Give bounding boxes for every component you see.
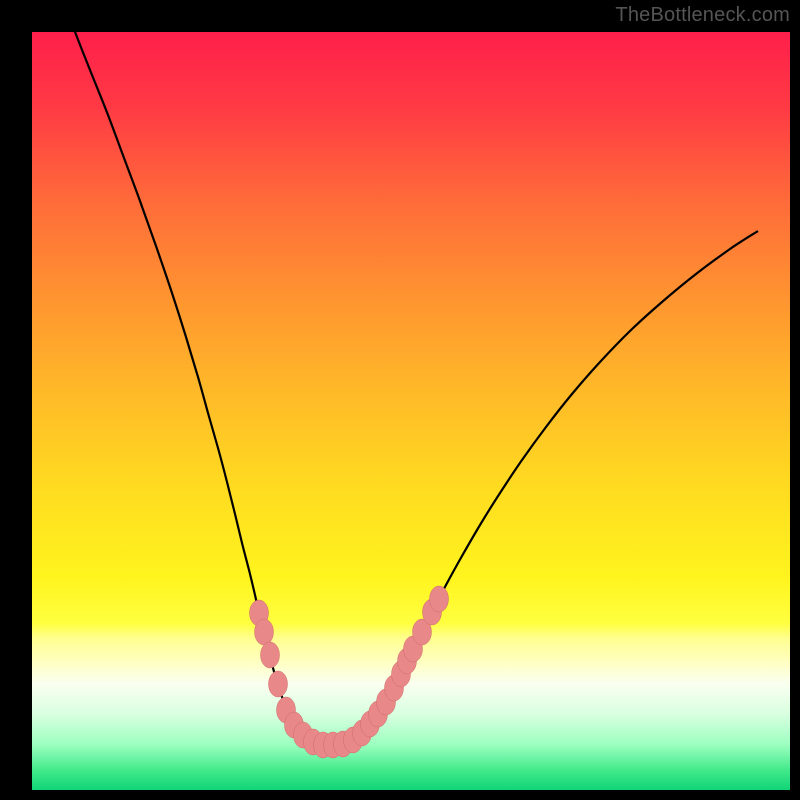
chart-frame: TheBottleneck.com bbox=[0, 0, 800, 800]
data-dot bbox=[261, 642, 280, 668]
data-dot bbox=[255, 619, 274, 645]
data-dot bbox=[430, 586, 449, 612]
watermark-text: TheBottleneck.com bbox=[615, 4, 790, 27]
plot-background bbox=[32, 32, 790, 790]
chart-svg bbox=[0, 0, 800, 800]
data-dot bbox=[269, 671, 288, 697]
